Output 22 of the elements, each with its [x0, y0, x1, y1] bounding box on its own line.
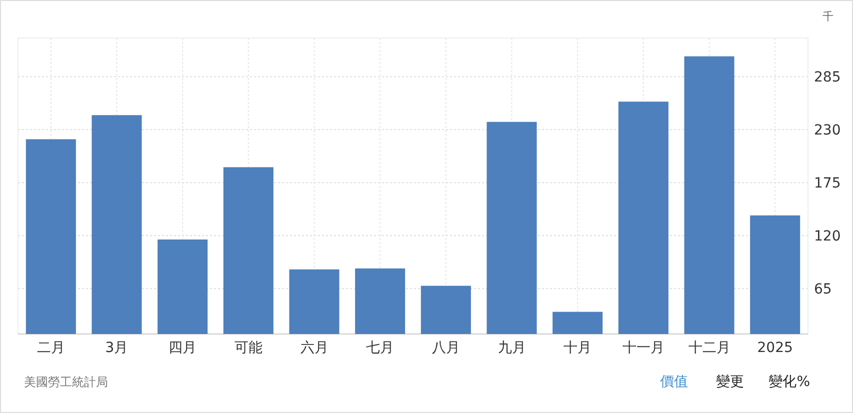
text: 變化% [768, 374, 810, 390]
x-tick-label: 可能 [234, 340, 262, 356]
y-tick-label: 285 [814, 70, 841, 86]
text: 美國勞工統計局 [24, 375, 108, 389]
x-tick-label: 九月 [498, 340, 526, 356]
x-tick-label: 十月 [564, 340, 592, 356]
x-tick-label: 二月 [36, 340, 65, 356]
text: 變更 [716, 374, 744, 390]
x-tick-label: 3月 [105, 340, 128, 356]
x-tick-label: 十二月 [688, 340, 730, 356]
x-tick-label: 七月 [366, 340, 394, 356]
y-tick-label: 65 [814, 282, 832, 298]
y-axis-title: 千 [822, 10, 834, 23]
x-tick-label: 十一月 [622, 340, 664, 356]
y-tick-label: 175 [814, 176, 841, 192]
x-tick-label: 四月 [168, 340, 197, 356]
y-tick-label: 120 [814, 228, 841, 245]
x-tick-label: 八月 [432, 340, 460, 356]
y-tick-label: 230 [814, 122, 841, 139]
x-tick-label: 2025 [757, 340, 793, 356]
text: 價值 [660, 374, 688, 390]
x-tick-label: 六月 [300, 340, 328, 356]
